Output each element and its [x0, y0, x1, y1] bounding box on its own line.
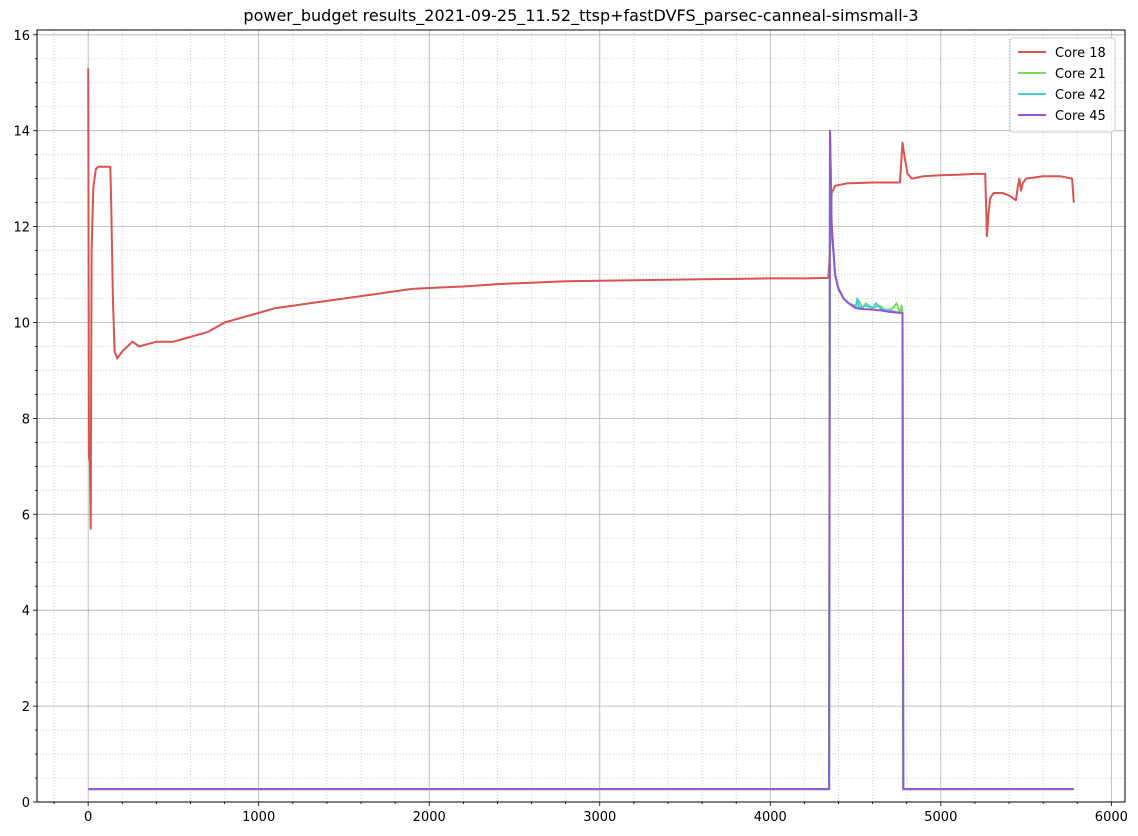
legend-label: Core 45: [1055, 109, 1106, 124]
y-tick-label: 12: [13, 221, 30, 236]
series-lines: [87, 68, 1075, 791]
series-line-core-45: [88, 129, 1074, 791]
x-tick-label: 5000: [924, 810, 957, 825]
legend: Core 18 Core 21 Core 42 Core 45: [1009, 37, 1116, 133]
series-line-core-21: [88, 129, 1074, 791]
y-tick-label: 6: [22, 508, 30, 523]
axis-ticks: 0 1000 2000 3000 4000 5000 6000 0 2 4 6 8 10 12 14 16: [13, 29, 1127, 825]
x-tick-label: 4000: [754, 810, 787, 825]
plot-frame: [36, 29, 1126, 803]
y-tick-label: 2: [22, 700, 30, 715]
y-tick-label: 8: [22, 412, 30, 427]
y-tick-label: 10: [13, 316, 30, 331]
x-tick-label: 6000: [1095, 810, 1128, 825]
x-tick-label: 0: [84, 810, 92, 825]
grid: [37, 30, 1125, 803]
legend-box: [1009, 37, 1116, 133]
y-tick-label: 4: [22, 604, 30, 619]
series-line-core-18: [87, 68, 1075, 530]
series-line-core-42: [88, 129, 1074, 791]
y-tick-label: 14: [13, 125, 30, 140]
y-tick-label: 0: [22, 796, 30, 811]
legend-label: Core 18: [1055, 46, 1106, 61]
y-tick-label: 16: [13, 29, 30, 44]
x-tick-label: 1000: [242, 810, 275, 825]
chart-title: power_budget results_2021-09-25_11.52_tt…: [243, 6, 918, 26]
legend-label: Core 42: [1055, 88, 1106, 103]
x-tick-label: 2000: [413, 810, 446, 825]
legend-label: Core 21: [1055, 67, 1106, 82]
x-tick-label: 3000: [583, 810, 616, 825]
